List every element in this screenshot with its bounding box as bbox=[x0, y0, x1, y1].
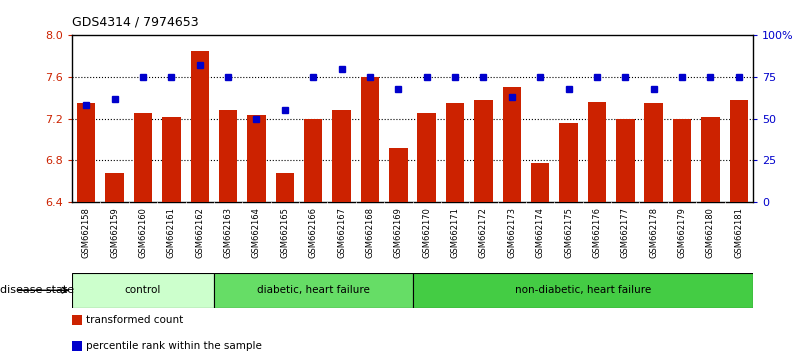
Bar bbox=[276, 173, 294, 354]
Text: GSM662158: GSM662158 bbox=[82, 207, 91, 258]
Text: percentile rank within the sample: percentile rank within the sample bbox=[87, 341, 262, 351]
Bar bbox=[219, 110, 237, 354]
Bar bbox=[304, 119, 323, 354]
Bar bbox=[531, 163, 549, 354]
Text: GSM662173: GSM662173 bbox=[507, 207, 517, 258]
Bar bbox=[502, 87, 521, 354]
Bar bbox=[474, 100, 493, 354]
Bar bbox=[214, 273, 413, 308]
Text: GSM662176: GSM662176 bbox=[593, 207, 602, 258]
Bar bbox=[360, 77, 379, 354]
Text: GSM662178: GSM662178 bbox=[649, 207, 658, 258]
Text: non-diabetic, heart failure: non-diabetic, heart failure bbox=[514, 285, 651, 295]
Bar bbox=[72, 315, 83, 325]
Bar bbox=[106, 173, 124, 354]
Bar bbox=[616, 119, 634, 354]
Bar bbox=[645, 103, 663, 354]
Text: GSM662165: GSM662165 bbox=[280, 207, 289, 258]
Bar bbox=[77, 103, 95, 354]
Bar bbox=[332, 110, 351, 354]
Bar bbox=[72, 273, 214, 308]
Text: GDS4314 / 7974653: GDS4314 / 7974653 bbox=[72, 15, 199, 28]
Text: GSM662167: GSM662167 bbox=[337, 207, 346, 258]
Text: GSM662164: GSM662164 bbox=[252, 207, 261, 258]
Bar bbox=[559, 123, 578, 354]
Bar bbox=[134, 113, 152, 354]
Bar bbox=[72, 341, 83, 351]
Text: GSM662163: GSM662163 bbox=[223, 207, 232, 258]
Text: GSM662180: GSM662180 bbox=[706, 207, 714, 258]
Bar bbox=[248, 115, 266, 354]
Text: GSM662174: GSM662174 bbox=[536, 207, 545, 258]
Text: GSM662175: GSM662175 bbox=[564, 207, 573, 258]
Bar bbox=[701, 116, 719, 354]
Text: GSM662171: GSM662171 bbox=[451, 207, 460, 258]
Text: GSM662177: GSM662177 bbox=[621, 207, 630, 258]
Text: GSM662169: GSM662169 bbox=[394, 207, 403, 258]
Bar bbox=[673, 119, 691, 354]
Text: transformed count: transformed count bbox=[87, 315, 183, 325]
Text: GSM662168: GSM662168 bbox=[365, 207, 374, 258]
Text: GSM662181: GSM662181 bbox=[735, 207, 743, 258]
Text: GSM662159: GSM662159 bbox=[111, 207, 119, 258]
Bar bbox=[446, 103, 465, 354]
Bar bbox=[413, 273, 753, 308]
Text: GSM662161: GSM662161 bbox=[167, 207, 176, 258]
Text: GSM662170: GSM662170 bbox=[422, 207, 431, 258]
Text: GSM662160: GSM662160 bbox=[139, 207, 147, 258]
Text: GSM662179: GSM662179 bbox=[678, 207, 686, 258]
Text: GSM662172: GSM662172 bbox=[479, 207, 488, 258]
Bar bbox=[730, 100, 748, 354]
Bar bbox=[588, 102, 606, 354]
Text: control: control bbox=[125, 285, 161, 295]
Text: GSM662162: GSM662162 bbox=[195, 207, 204, 258]
Text: diabetic, heart failure: diabetic, heart failure bbox=[257, 285, 370, 295]
Bar bbox=[162, 116, 180, 354]
Bar bbox=[389, 148, 408, 354]
Text: GSM662166: GSM662166 bbox=[308, 207, 318, 258]
Bar bbox=[417, 113, 436, 354]
Bar bbox=[191, 51, 209, 354]
Text: disease state: disease state bbox=[0, 285, 74, 295]
